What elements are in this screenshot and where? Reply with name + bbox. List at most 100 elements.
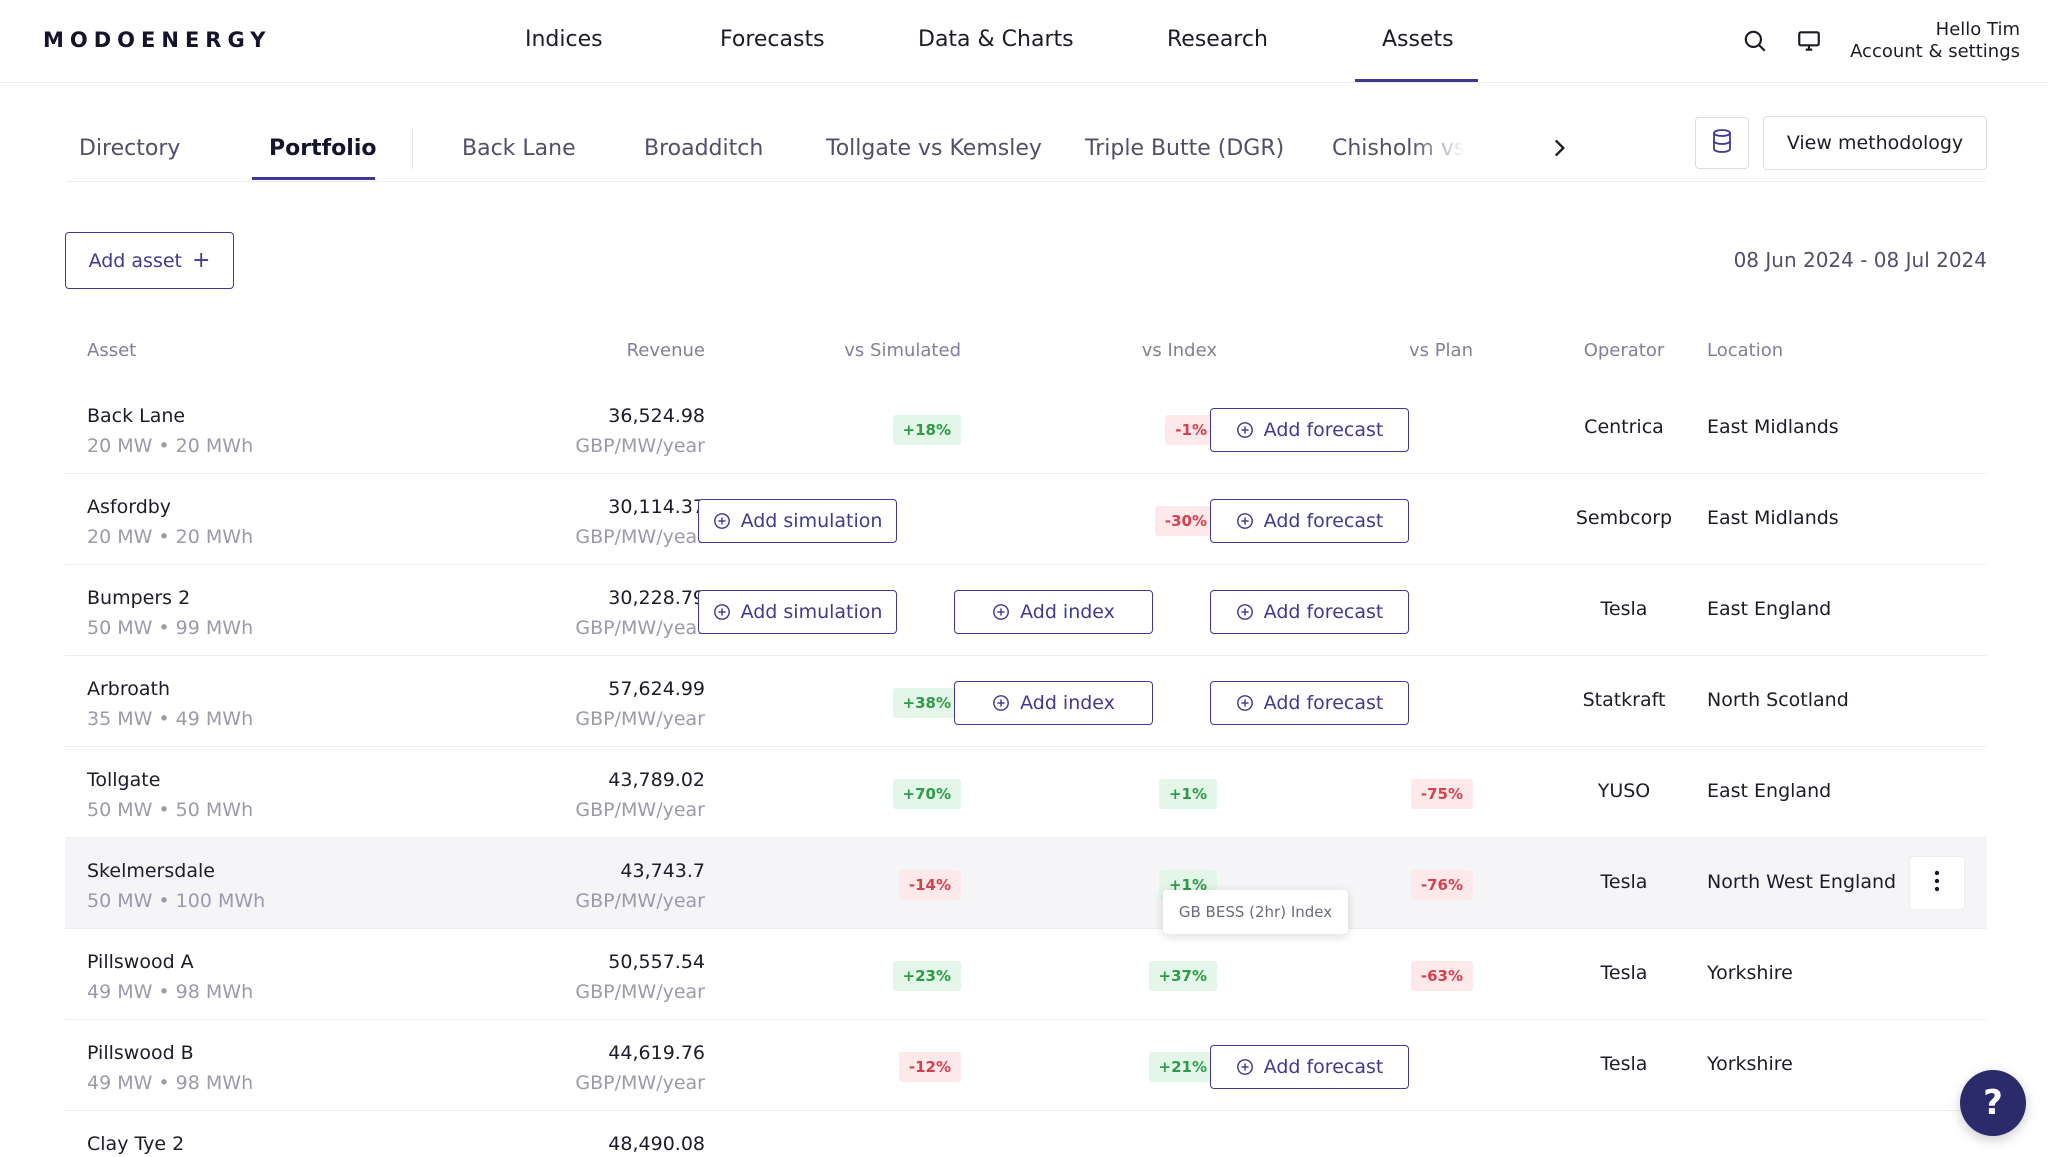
brand-logo[interactable]: MODOENERGY <box>43 28 272 52</box>
vs-index-badge: -1% <box>1165 415 1217 445</box>
vs-plan-badge: -76% <box>1410 870 1473 900</box>
table-row[interactable]: Clay Tye 2 48,490.08 <box>65 1111 1987 1157</box>
tab-triple-butte[interactable]: Triple Butte (DGR) <box>1085 136 1285 161</box>
asset-name[interactable]: Pillswood A <box>87 951 194 973</box>
asset-name[interactable]: Asfordby <box>87 496 172 518</box>
tab-directory[interactable]: Directory <box>79 136 181 161</box>
monitor-icon[interactable] <box>1792 24 1826 58</box>
revenue-value: 50,557.54 <box>608 951 705 973</box>
revenue-value: 57,624.99 <box>608 678 705 700</box>
add-asset-button[interactable]: Add asset + <box>65 232 234 289</box>
nav-active-indicator <box>1355 79 1478 82</box>
tab-portfolio[interactable]: Portfolio <box>269 136 377 161</box>
asset-name[interactable]: Back Lane <box>87 405 186 427</box>
nav-research[interactable]: Research <box>1167 27 1268 52</box>
asset-name[interactable]: Pillswood B <box>87 1042 194 1064</box>
vs-index-add-button[interactable]: Add index <box>954 681 1153 725</box>
tab-active-indicator <box>252 177 375 180</box>
location: North Scotland <box>1707 689 1849 711</box>
header-location[interactable]: Location <box>1707 340 1784 361</box>
vs-plan-add-label: Add forecast <box>1263 419 1384 441</box>
operator: Centrica <box>1584 416 1664 438</box>
revenue-unit: GBP/MW/year <box>575 981 705 1003</box>
operator: Tesla <box>1600 598 1648 620</box>
table-row[interactable]: Pillswood A 49 MW • 98 MWh 50,557.54 GBP/MW… <box>65 929 1987 1020</box>
table-row[interactable]: Tollgate 50 MW • 50 MWh 43,789.02 GBP/MW/ye… <box>65 747 1987 838</box>
asset-capacity: 20 MW • 20 MWh <box>87 526 254 548</box>
asset-name[interactable]: Bumpers 2 <box>87 587 191 609</box>
portfolio-table: Asset Revenue vs Simulated vs Index vs P… <box>65 320 1987 1157</box>
vs-index-badge: +21% <box>1148 1052 1217 1082</box>
vs-simulated-badge: +70% <box>892 779 961 809</box>
revenue-value: 30,114.37 <box>608 496 705 518</box>
search-icon[interactable] <box>1738 24 1772 58</box>
table-header: Asset Revenue vs Simulated vs Index vs P… <box>65 320 1987 383</box>
asset-capacity: 35 MW • 49 MWh <box>87 708 254 730</box>
database-icon <box>1710 128 1734 158</box>
nav-data-charts[interactable]: Data & Charts <box>918 27 1074 52</box>
header-vs-simulated[interactable]: vs Simulated <box>844 340 961 361</box>
revenue-value: 36,524.98 <box>608 405 705 427</box>
vs-index-badge: +1% <box>1158 779 1217 809</box>
tab-broadditch[interactable]: Broadditch <box>644 136 764 161</box>
tab-tollgate-vs-kemsley[interactable]: Tollgate vs Kemsley <box>826 136 1042 161</box>
header-asset[interactable]: Asset <box>87 340 137 361</box>
revenue-unit: GBP/MW/year <box>575 435 705 457</box>
location: East Midlands <box>1707 507 1839 529</box>
nav-forecasts[interactable]: Forecasts <box>720 27 825 52</box>
header-operator[interactable]: Operator <box>1583 340 1665 361</box>
header-vs-index[interactable]: vs Index <box>1141 340 1217 361</box>
table-row[interactable]: Skelmersdale 50 MW • 100 MWh 43,743.7 GBP/M… <box>65 838 1987 929</box>
header-revenue[interactable]: Revenue <box>626 340 705 361</box>
vs-simulated-badge: +38% <box>892 688 961 718</box>
add-circle-icon <box>992 603 1010 621</box>
operator: Sembcorp <box>1575 507 1673 529</box>
vs-plan-add-button[interactable]: Add forecast <box>1210 499 1409 543</box>
table-row[interactable]: Arbroath 35 MW • 49 MWh 57,624.99 GBP/MW/ye… <box>65 656 1987 747</box>
header-vs-plan[interactable]: vs Plan <box>1408 340 1473 361</box>
chevron-right-icon[interactable] <box>1546 135 1572 161</box>
greeting-text: Hello Tim <box>1935 19 2020 40</box>
nav-indices[interactable]: Indices <box>525 27 603 52</box>
add-circle-icon <box>1236 1058 1254 1076</box>
table-row[interactable]: Back Lane 20 MW • 20 MWh 36,524.98 GBP/MW/y… <box>65 383 1987 474</box>
vs-plan-add-button[interactable]: Add forecast <box>1210 681 1409 725</box>
vs-plan-add-button[interactable]: Add forecast <box>1210 408 1409 452</box>
table-row[interactable]: Asfordby 20 MW • 20 MWh 30,114.37 GBP/MW/ye… <box>65 474 1987 565</box>
location: Yorkshire <box>1707 962 1793 984</box>
row-menu-button[interactable] <box>1909 856 1965 910</box>
vs-index-add-label: Add index <box>1020 692 1115 714</box>
table-row[interactable]: Bumpers 2 50 MW • 99 MWh 30,228.79 GBP/MW/y… <box>65 565 1987 656</box>
asset-capacity: 49 MW • 98 MWh <box>87 981 254 1003</box>
revenue-unit: GBP/MW/year <box>575 708 705 730</box>
add-circle-icon <box>713 512 731 530</box>
index-tooltip: GB BESS (2hr) Index <box>1163 890 1348 934</box>
vs-index-badge: +37% <box>1148 961 1217 991</box>
asset-name[interactable]: Skelmersdale <box>87 860 215 882</box>
vs-simulated-add-button[interactable]: Add simulation <box>698 590 897 634</box>
account-settings-link[interactable]: Account & settings <box>1850 41 2020 62</box>
asset-capacity: 20 MW • 20 MWh <box>87 435 254 457</box>
vs-plan-add-button[interactable]: Add forecast <box>1210 590 1409 634</box>
table-body: Back Lane 20 MW • 20 MWh 36,524.98 GBP/MW/y… <box>65 383 1987 1157</box>
date-range[interactable]: 08 Jun 2024 - 08 Jul 2024 <box>1733 248 1987 272</box>
database-button[interactable] <box>1695 117 1749 169</box>
view-methodology-button[interactable]: View methodology <box>1763 116 1987 170</box>
add-circle-icon <box>992 694 1010 712</box>
asset-capacity: 50 MW • 50 MWh <box>87 799 254 821</box>
nav-assets[interactable]: Assets <box>1382 27 1454 52</box>
vs-plan-add-label: Add forecast <box>1263 510 1384 532</box>
help-button[interactable]: ? <box>1960 1070 2026 1136</box>
vs-simulated-add-button[interactable]: Add simulation <box>698 499 897 543</box>
tab-back-lane[interactable]: Back Lane <box>462 136 576 161</box>
revenue-unit: GBP/MW/year <box>575 617 705 639</box>
table-row[interactable]: Pillswood B 49 MW • 98 MWh 44,619.76 GBP/MW… <box>65 1020 1987 1111</box>
account-menu[interactable]: Hello Tim Account & settings <box>1850 19 2020 63</box>
asset-name[interactable]: Tollgate <box>87 769 161 791</box>
asset-name[interactable]: Clay Tye 2 <box>87 1133 185 1155</box>
vs-plan-add-button[interactable]: Add forecast <box>1210 1045 1409 1089</box>
revenue-value: 30,228.79 <box>608 587 705 609</box>
vs-index-add-button[interactable]: Add index <box>954 590 1153 634</box>
asset-name[interactable]: Arbroath <box>87 678 171 700</box>
tab-chisholm[interactable]: Chisholm vs <box>1332 136 1466 161</box>
